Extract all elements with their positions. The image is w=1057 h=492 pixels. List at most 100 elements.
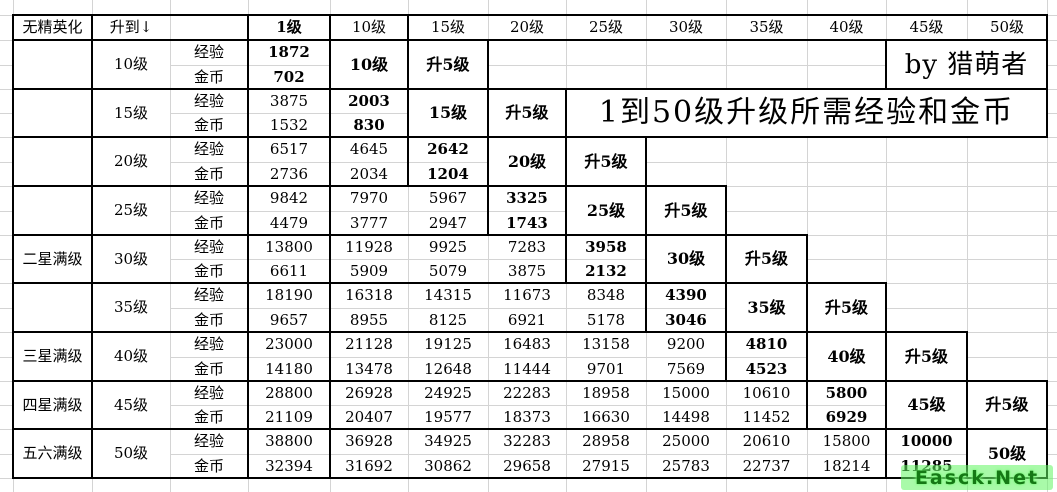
exp-row-label[interactable]: 经验 (193, 189, 224, 207)
star-cell[interactable] (13, 283, 92, 332)
exp-row-label[interactable]: 经验 (193, 140, 224, 158)
gold-row-label[interactable]: 金币 (193, 67, 224, 86)
diag-level-cell[interactable]: 35级 (726, 283, 807, 332)
star-cell[interactable]: 五六满级 (13, 429, 92, 478)
exp-value-cell[interactable]: 8348 (586, 286, 626, 304)
exp-value-cell[interactable]: 11928 (345, 237, 393, 256)
gold-value-cell[interactable]: 11452 (742, 407, 791, 426)
exp-value-cell[interactable]: 18958 (582, 383, 630, 402)
level-cell[interactable]: 15级 (92, 89, 170, 137)
exp-value-cell[interactable]: 1872 (268, 43, 310, 61)
gold-value-cell[interactable]: 21109 (265, 407, 313, 426)
exp-value-cell[interactable]: 28800 (265, 383, 313, 402)
gold-value-cell[interactable]: 18373 (503, 407, 551, 426)
diag-level-cell[interactable]: 20级 (488, 137, 566, 186)
level-cell[interactable]: 25级 (92, 186, 170, 235)
up5-cell[interactable]: 升5级 (408, 40, 488, 89)
star-cell[interactable]: 三星满级 (13, 332, 92, 381)
gold-row-label[interactable]: 金币 (193, 359, 224, 378)
gold-value-cell[interactable]: 7569 (666, 359, 706, 378)
gold-value-cell[interactable]: 14498 (662, 407, 710, 426)
up5-cell[interactable]: 升5级 (886, 332, 967, 381)
up5-cell[interactable]: 升5级 (566, 137, 646, 186)
gold-value-cell[interactable]: 2736 (269, 164, 309, 183)
exp-value-cell[interactable]: 14315 (424, 286, 472, 304)
gold-row-label[interactable]: 金币 (193, 261, 224, 280)
exp-value-cell[interactable]: 32283 (503, 432, 551, 450)
gold-value-cell[interactable]: 2132 (585, 261, 627, 280)
exp-value-cell[interactable]: 20610 (742, 432, 791, 450)
exp-value-cell[interactable]: 24925 (424, 383, 472, 402)
star-cell[interactable] (13, 137, 92, 186)
gold-value-cell[interactable]: 8125 (428, 310, 468, 329)
gold-value-cell[interactable]: 22737 (742, 456, 791, 475)
gold-value-cell[interactable]: 30862 (424, 456, 472, 475)
gold-value-cell[interactable]: 5079 (428, 261, 468, 280)
gold-value-cell[interactable]: 13478 (345, 359, 393, 378)
level-cell[interactable]: 40级 (92, 332, 170, 381)
gold-value-cell[interactable]: 702 (273, 67, 305, 86)
header-cell[interactable] (170, 15, 248, 40)
gold-row-label[interactable]: 金币 (193, 456, 224, 475)
header-cell[interactable]: 15级 (430, 18, 466, 36)
diag-level-cell[interactable]: 25级 (566, 186, 646, 235)
exp-row-label[interactable]: 经验 (193, 286, 224, 304)
exp-value-cell[interactable]: 13158 (582, 335, 630, 353)
exp-row-label[interactable]: 经验 (193, 43, 224, 61)
diag-level-cell[interactable]: 45级 (886, 381, 967, 429)
exp-value-cell[interactable]: 2003 (348, 91, 390, 110)
exp-value-cell[interactable]: 9842 (269, 189, 309, 207)
header-cell[interactable]: 50级 (989, 18, 1025, 36)
header-cell[interactable]: 无精英化 (22, 18, 83, 36)
up5-cell[interactable]: 升5级 (807, 283, 886, 332)
exp-value-cell[interactable]: 9200 (666, 335, 706, 353)
gold-value-cell[interactable]: 6929 (825, 407, 868, 426)
exp-value-cell[interactable]: 4645 (349, 140, 389, 158)
exp-value-cell[interactable]: 7970 (349, 189, 389, 207)
header-cell[interactable]: 升到↓ (109, 18, 153, 36)
exp-row-label[interactable]: 经验 (193, 91, 224, 110)
diag-level-cell[interactable]: 15级 (408, 89, 488, 137)
gold-value-cell[interactable]: 20407 (345, 407, 393, 426)
gold-value-cell[interactable]: 2034 (349, 164, 389, 183)
gold-value-cell[interactable]: 11444 (503, 359, 551, 378)
gold-value-cell[interactable]: 3777 (349, 213, 389, 232)
gold-row-label[interactable]: 金币 (193, 310, 224, 329)
exp-value-cell[interactable]: 10000 (900, 432, 953, 450)
exp-value-cell[interactable]: 16483 (503, 335, 551, 353)
star-cell[interactable]: 四星满级 (13, 381, 92, 429)
level-cell[interactable]: 50级 (92, 429, 170, 478)
gold-value-cell[interactable]: 3875 (507, 261, 547, 280)
gold-value-cell[interactable]: 1204 (427, 164, 469, 183)
gold-row-label[interactable]: 金币 (193, 115, 224, 134)
header-cell[interactable]: 40级 (829, 18, 864, 36)
gold-value-cell[interactable]: 4479 (269, 213, 309, 232)
by-credit-cell[interactable]: by 猎萌者 (886, 40, 1047, 89)
gold-value-cell[interactable]: 12648 (424, 359, 472, 378)
up5-cell[interactable]: 升5级 (488, 89, 566, 137)
up5-cell[interactable]: 升5级 (967, 381, 1047, 429)
header-cell[interactable]: 1级 (276, 18, 302, 36)
gold-row-label[interactable]: 金币 (193, 164, 224, 183)
up5-cell[interactable]: 升5级 (646, 186, 726, 235)
exp-value-cell[interactable]: 22283 (503, 383, 551, 402)
gold-value-cell[interactable]: 32394 (265, 456, 313, 475)
gold-value-cell[interactable]: 5178 (586, 310, 626, 329)
diag-level-cell[interactable]: 40级 (807, 332, 886, 381)
level-cell[interactable]: 30级 (92, 235, 170, 283)
exp-value-cell[interactable]: 13800 (265, 237, 313, 256)
gold-value-cell[interactable]: 3046 (665, 310, 707, 329)
exp-value-cell[interactable]: 15000 (662, 383, 710, 402)
exp-row-label[interactable]: 经验 (193, 383, 224, 402)
up5-cell[interactable]: 升5级 (726, 235, 807, 283)
gold-row-label[interactable]: 金币 (193, 407, 224, 426)
star-cell[interactable] (13, 89, 92, 137)
level-cell[interactable]: 20级 (92, 137, 170, 186)
exp-value-cell[interactable]: 10610 (742, 383, 791, 402)
gold-value-cell[interactable]: 27915 (582, 456, 630, 475)
star-cell[interactable]: 二星满级 (13, 235, 92, 283)
exp-value-cell[interactable]: 23000 (265, 335, 313, 353)
gold-value-cell[interactable]: 6611 (269, 261, 309, 280)
gold-value-cell[interactable]: 2947 (428, 213, 468, 232)
star-cell[interactable] (13, 40, 92, 89)
